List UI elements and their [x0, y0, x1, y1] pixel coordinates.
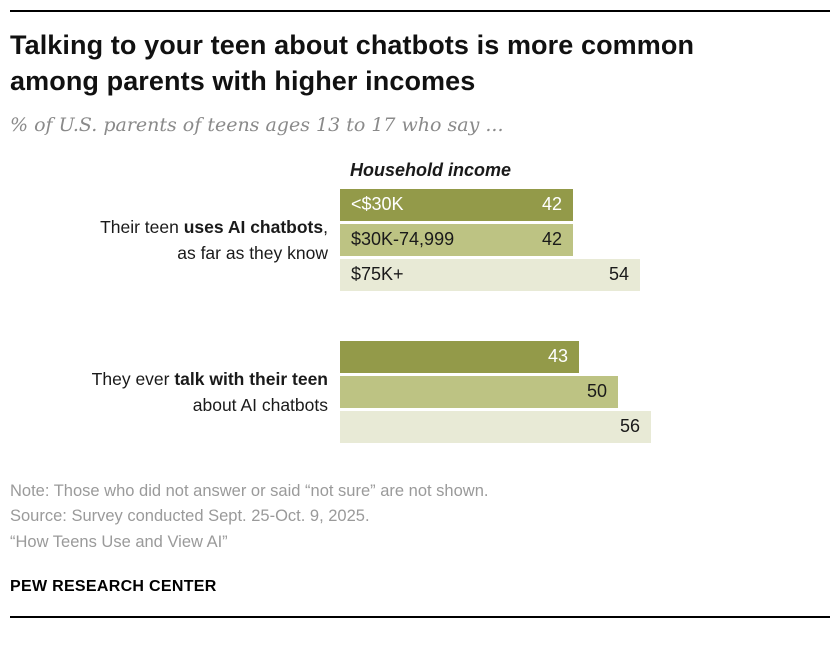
bar: <$30K 42 — [340, 188, 573, 221]
bar: 56 — [340, 410, 651, 443]
bar-value-label: 42 — [541, 194, 562, 215]
bar: 43 — [340, 340, 579, 373]
chart-title-line2: among parents with higher incomes — [10, 65, 476, 96]
row-label-bold: talk with their teen — [174, 368, 328, 389]
row-label-suffix: , — [323, 216, 328, 237]
bar: $75K+ 54 — [340, 258, 640, 291]
chart-title-line1: Talking to your teen about chatbots is m… — [10, 30, 695, 60]
chart-subtitle: % of U.S. parents of teens ages 13 to 17… — [10, 113, 504, 136]
bar-category-label: <$30K — [351, 194, 404, 215]
bar-value-label: 50 — [586, 381, 607, 402]
bar-category-label: $75K+ — [351, 264, 404, 285]
bar-category-label: $30K-74,999 — [351, 229, 455, 250]
bars-uses-chatbots: <$30K 42 $30K-74,999 42 $75K+ 54 — [340, 188, 640, 291]
brand-label: PEW RESEARCH CENTER — [10, 577, 217, 595]
bar-value-label: 42 — [541, 229, 562, 250]
bar-value-label: 43 — [547, 346, 568, 367]
row-label-prefix: They ever — [91, 368, 175, 389]
chart-footer: Note: Those who did not answer or said “… — [10, 479, 830, 556]
bar-value-label: 54 — [608, 264, 629, 285]
chart-title: Talking to your teen about chatbots is m… — [10, 28, 830, 100]
chart-row-uses-chatbots: Their teen uses AI chatbots, as far as th… — [10, 188, 830, 291]
row-label-line2: as far as they know — [177, 242, 328, 263]
chart-row-talk-with-teen: They ever talk with their teen about AI c… — [10, 340, 830, 443]
bars-talk-with-teen: 43 50 56 — [340, 340, 651, 443]
row-label-talk-with-teen: They ever talk with their teen about AI c… — [10, 366, 340, 419]
bar: $30K-74,999 42 — [340, 223, 573, 256]
quote-line: “How Teens Use and View AI” — [10, 532, 228, 551]
source-line: Source: Survey conducted Sept. 25-Oct. 9… — [10, 507, 370, 526]
top-divider — [10, 10, 830, 12]
bar: 50 — [340, 375, 618, 408]
column-header: Household income — [350, 159, 512, 180]
bar-value-label: 56 — [619, 416, 640, 437]
row-label-uses-chatbots: Their teen uses AI chatbots, as far as th… — [10, 214, 340, 267]
row-label-line2: about AI chatbots — [192, 394, 328, 415]
bottom-divider — [10, 615, 830, 618]
note-line: Note: Those who did not answer or said “… — [10, 481, 489, 500]
row-label-prefix: Their teen — [100, 216, 184, 237]
row-label-bold: uses AI chatbots — [183, 216, 324, 237]
